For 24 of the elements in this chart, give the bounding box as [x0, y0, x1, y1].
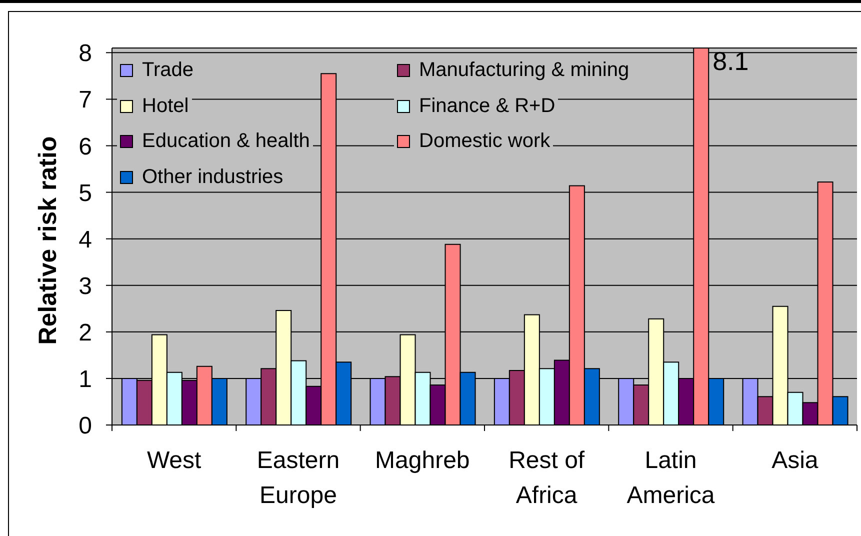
y-tick-label: 5	[78, 180, 92, 207]
data-label: 8.1	[712, 46, 749, 76]
legend-label: Manufacturing & mining	[419, 59, 630, 82]
x-tick-label: Eastern Europe	[256, 447, 340, 509]
y-tick-label: 2	[78, 319, 92, 346]
x-tick-label: West	[146, 447, 202, 474]
y-tick-label: 7	[78, 86, 92, 114]
legend-label: Trade	[142, 59, 194, 82]
x-tick-label: Rest of Africa	[508, 447, 585, 509]
legend-label: Finance & R+D	[419, 94, 556, 118]
legend-label: Other industries	[142, 166, 284, 189]
x-tick-label: Asia	[772, 447, 819, 474]
legend-label: Education & health	[142, 130, 310, 154]
y-tick-label: 8	[78, 40, 92, 68]
y-axis-title: Relative risk ratio	[34, 136, 62, 345]
x-tick-label: Maghreb	[375, 447, 470, 474]
y-tick-label: 6	[78, 133, 92, 160]
legend-label: Hotel	[142, 94, 189, 118]
y-tick-label: 0	[78, 412, 92, 440]
y-tick-label: 4	[78, 226, 92, 254]
x-tick-label: Latin America	[626, 447, 716, 509]
legend-label: Domestic work	[419, 130, 550, 154]
y-tick-label: 1	[78, 366, 92, 393]
y-tick-label: 3	[78, 272, 92, 300]
